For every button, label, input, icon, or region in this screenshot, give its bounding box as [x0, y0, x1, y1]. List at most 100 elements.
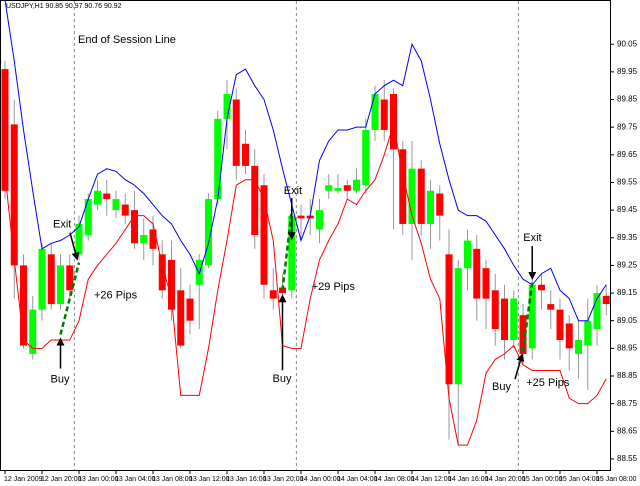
y-tick-label: 89.55: [617, 178, 638, 187]
trade-line: [521, 281, 534, 352]
candle-body: [242, 143, 249, 166]
candle-body: [528, 284, 536, 349]
envelope-line: [4, 0, 607, 322]
pips-label: +25 Pips: [526, 377, 570, 389]
x-tick-label: 14 Jan 08:00: [374, 476, 415, 483]
candle-body: [334, 188, 342, 191]
plot-frame: [0, 0, 611, 471]
candle-body: [316, 210, 323, 230]
exit-label: Exit: [284, 185, 302, 197]
x-tick-label: 12 Jan 20:00: [41, 476, 82, 483]
candle-body: [556, 309, 564, 341]
x-tick-label: 14 Jan 20:00: [485, 476, 526, 483]
candle-body: [602, 295, 610, 305]
candle-body: [482, 268, 490, 299]
x-tick-label: 13 Jan 04:00: [115, 476, 156, 483]
candle-body: [10, 124, 18, 266]
candle-body: [491, 290, 499, 329]
candle-body: [445, 254, 453, 385]
candle-body: [57, 265, 64, 305]
candle-body: [75, 223, 83, 255]
candle-body: [464, 240, 471, 269]
candle-body: [205, 199, 212, 266]
candle-body: [232, 99, 240, 166]
candle-body: [519, 315, 527, 354]
y-tick-label: 89.35: [617, 233, 638, 242]
x-tick-label: 13 Jan 20:00: [263, 476, 304, 483]
candle-body: [29, 309, 37, 354]
candle-body: [538, 284, 545, 291]
candle-body: [390, 94, 397, 150]
candle-body: [565, 323, 573, 349]
candle-body: [121, 204, 129, 216]
y-tick-label: 88.95: [617, 343, 638, 352]
candle-body: [417, 168, 425, 224]
candle-body: [84, 199, 92, 235]
x-tick-label: 15 Jan 00:00: [522, 476, 563, 483]
candle-body: [140, 235, 148, 244]
x-tick-label: 14 Jan 12:00: [411, 476, 452, 483]
candle-body: [288, 215, 296, 291]
candle-body: [408, 168, 416, 224]
candle-body: [168, 259, 175, 310]
candle-body: [214, 118, 222, 200]
buy-label: Buy: [51, 373, 70, 385]
chart-title: USDJPY,H1 90.85 90.97 90.76 90.92: [6, 3, 122, 10]
candle-body: [510, 298, 518, 341]
candle-body: [177, 290, 185, 346]
y-tick-label: 90.05: [617, 39, 638, 48]
candle-body: [399, 149, 407, 224]
candle-body: [325, 185, 333, 191]
y-tick-label: 89.15: [617, 288, 638, 297]
candle-body: [260, 185, 268, 285]
candle-body: [454, 268, 462, 385]
x-tick-label: 14 Jan 04:00: [337, 476, 378, 483]
candle-body: [297, 215, 305, 219]
y-tick-label: 89.65: [617, 150, 638, 159]
x-tick-label: 14 Jan 00:00: [300, 476, 341, 483]
y-tick-label: 89.95: [617, 67, 638, 76]
y-tick-label: 89.75: [617, 122, 638, 131]
candle-body: [584, 320, 592, 346]
candle-body: [380, 99, 388, 130]
candle-body: [436, 193, 444, 216]
envelope-line: [4, 124, 607, 446]
pips-label: +29 Pips: [312, 281, 356, 293]
y-tick-label: 89.85: [617, 95, 638, 104]
x-tick-label: 13 Jan 16:00: [226, 476, 267, 483]
candle-body: [593, 293, 601, 329]
y-tick-label: 89.05: [617, 316, 638, 325]
candle-body: [20, 265, 27, 346]
candle-body: [1, 69, 9, 191]
pips-label: +26 Pips: [94, 290, 138, 302]
candle-body: [343, 185, 351, 191]
y-tick-label: 89.45: [617, 205, 638, 214]
x-tick-label: 15 Jan 04:00: [559, 476, 600, 483]
candle-body: [149, 229, 157, 249]
candle-body: [38, 248, 46, 310]
x-tick-label: 13 Jan 08:00: [152, 476, 193, 483]
candle-body: [131, 210, 138, 244]
candle-body: [158, 254, 166, 291]
candle-body: [223, 94, 231, 119]
candle-body: [94, 190, 101, 205]
candle-body: [251, 165, 259, 235]
y-tick-label: 89.25: [617, 261, 638, 270]
candle-body: [269, 290, 277, 299]
candle-body: [575, 340, 582, 354]
y-tick-label: 88.85: [617, 371, 638, 380]
x-tick-label: 13 Jan 00:00: [78, 476, 119, 483]
candle-body: [353, 179, 360, 191]
candle-body: [362, 129, 370, 186]
y-tick-label: 88.75: [617, 399, 638, 408]
x-tick-label: 13 Jan 12:00: [189, 476, 230, 483]
buy-label: Buy: [492, 381, 511, 393]
candle-body: [371, 94, 379, 130]
x-tick-label: 12 Jan 2009: [4, 476, 43, 483]
candle-body: [103, 193, 111, 200]
trade-line: [59, 262, 81, 335]
trade-line: [281, 209, 293, 291]
candle-body: [547, 304, 555, 310]
candle-body: [501, 298, 508, 341]
